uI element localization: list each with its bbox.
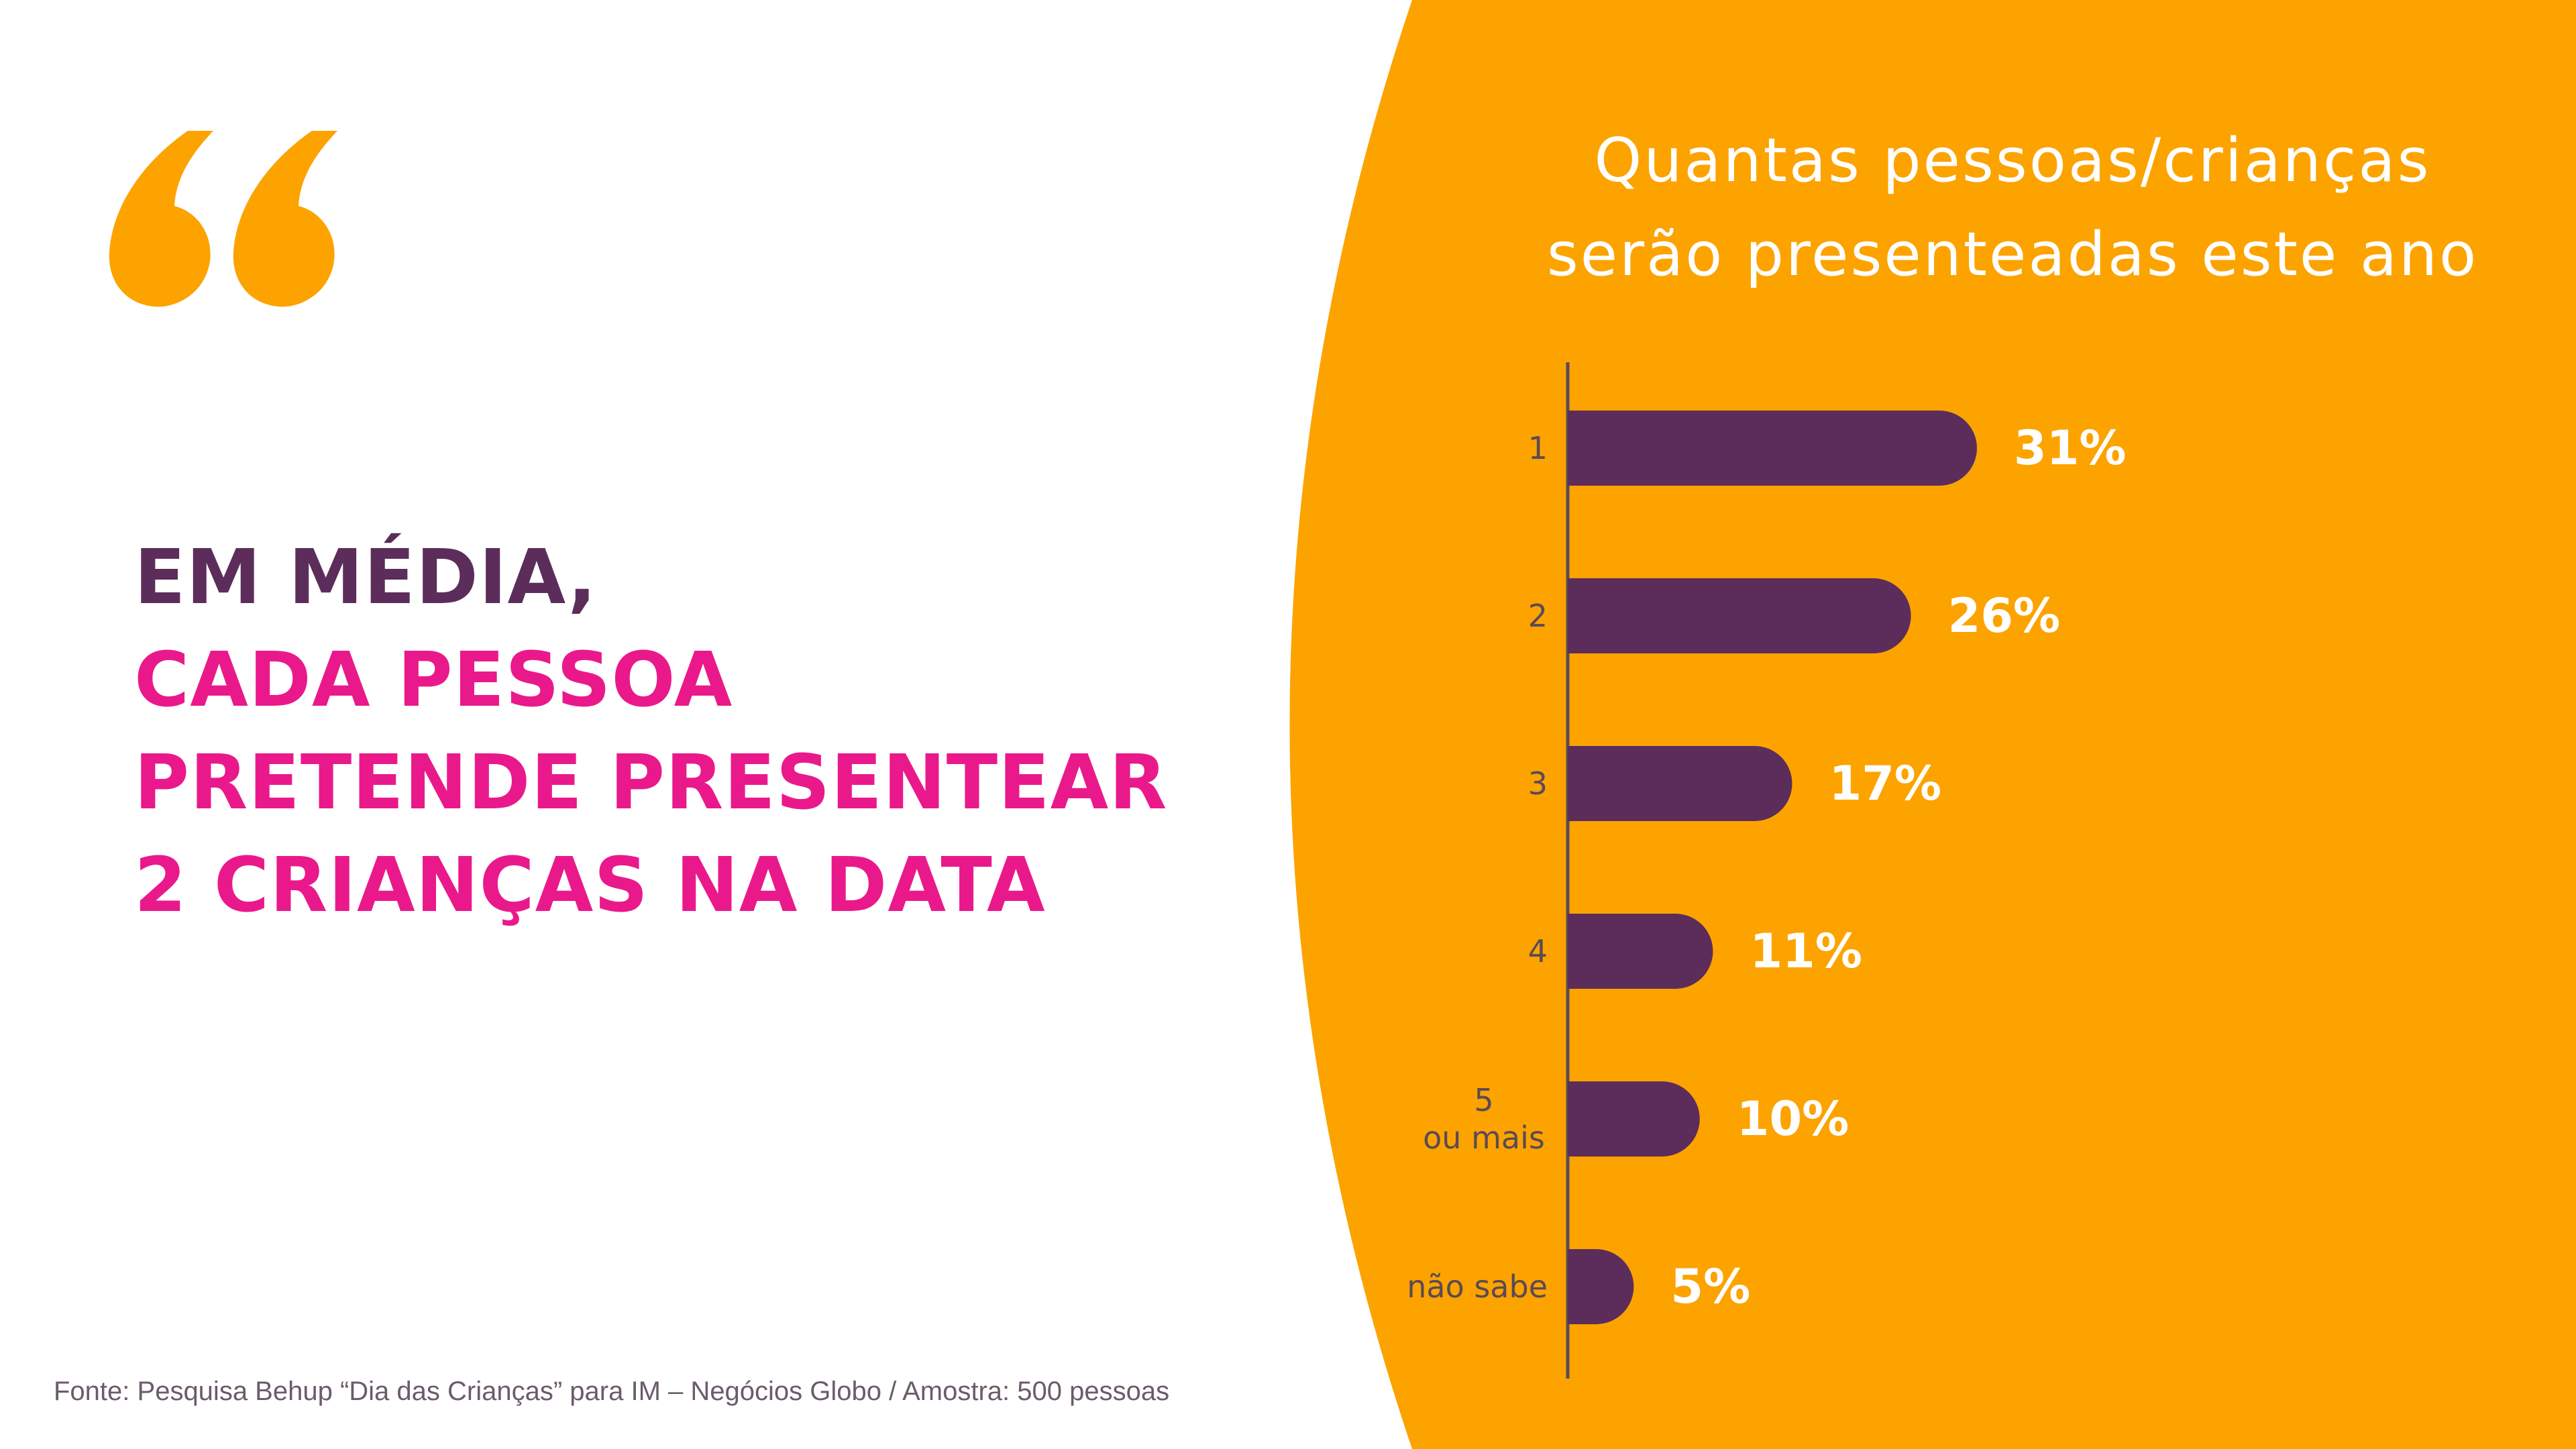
category-label-1: 1: [1528, 430, 1548, 466]
headline: EM MÉDIA, CADA PESSOA PRETENDE PRESENTEA…: [134, 527, 1168, 937]
category-label-3: 3: [1528, 765, 1548, 802]
value-label-2: 26%: [1948, 588, 2061, 643]
chart-title-line-2: serão presenteadas este ano: [1546, 219, 2479, 290]
value-label-4: 11%: [1750, 924, 1862, 979]
category-label-4: 4: [1528, 933, 1548, 969]
value-label-6: 5%: [1670, 1259, 1750, 1314]
value-label-1: 31%: [2014, 421, 2127, 476]
opening-quote-icon: [109, 131, 337, 307]
headline-line-3: PRETENDE PRESENTEAR: [134, 739, 1168, 826]
bar-5: [1568, 1081, 1700, 1157]
headline-line-2: CADA PESSOA: [134, 637, 733, 724]
bars: [1568, 411, 1977, 1324]
bar-2: [1568, 578, 1911, 653]
category-label-6: não sabe: [1407, 1269, 1548, 1305]
source-note: Fonte: Pesquisa Behup “Dia das Crianças”…: [54, 1377, 1170, 1406]
value-label-3: 17%: [1829, 756, 1942, 811]
bar-3: [1568, 746, 1792, 821]
headline-line-4: 2 CRIANÇAS NA DATA: [134, 842, 1046, 929]
bar-1: [1568, 411, 1977, 486]
category-label-5-line-2: ou mais: [1423, 1120, 1545, 1156]
category-labels: 1 2 3 4 5ou mais não sabe: [1407, 430, 1548, 1305]
bar-6: [1568, 1249, 1634, 1324]
chart-title: Quantas pessoas/crianças serão presentea…: [1476, 114, 2549, 302]
chart-title-line-1: Quantas pessoas/crianças: [1594, 125, 2431, 196]
headline-line-1: EM MÉDIA,: [134, 534, 597, 621]
value-label-5: 10%: [1737, 1091, 1849, 1146]
value-labels: 31% 26% 17% 11% 10% 5%: [1670, 421, 2126, 1314]
bar-4: [1568, 914, 1713, 989]
category-label-5-line-1: 5: [1474, 1082, 1493, 1118]
category-label-2: 2: [1528, 598, 1548, 634]
